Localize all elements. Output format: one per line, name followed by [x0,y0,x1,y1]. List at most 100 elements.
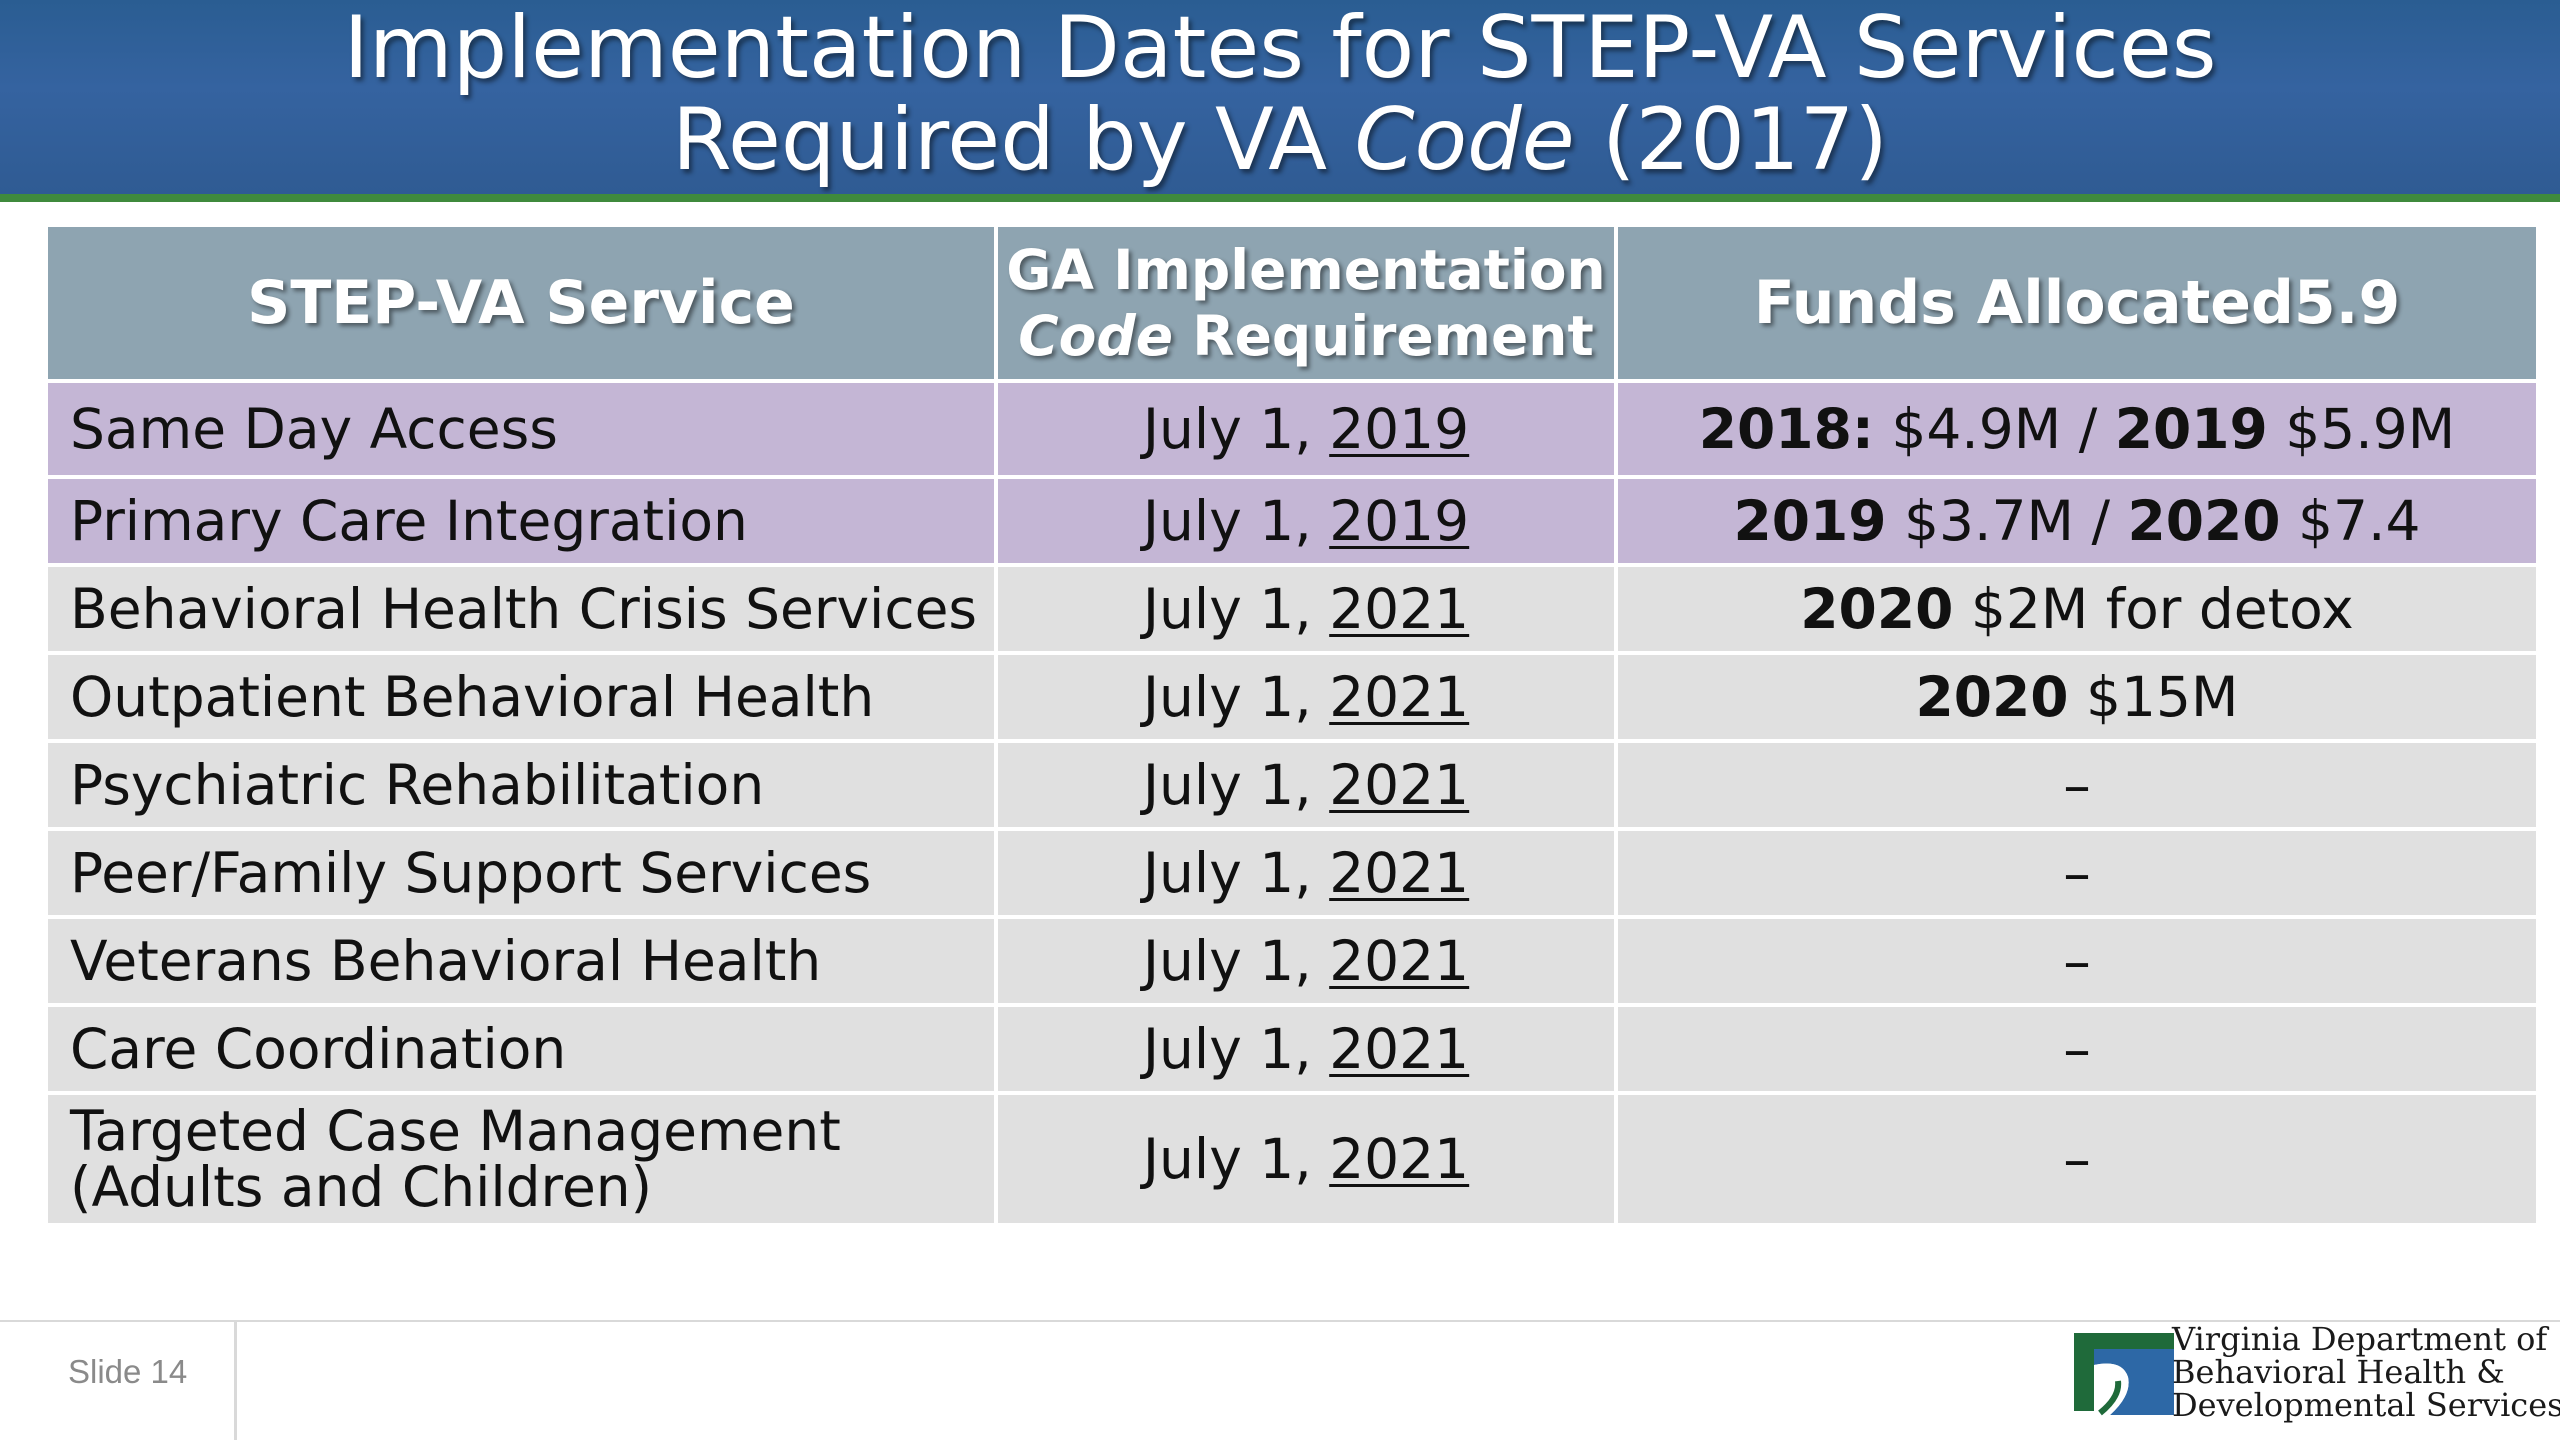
table-row: Behavioral Health Crisis Services July 1,… [44,563,2540,655]
date-prefix: July 1, [1142,1017,1330,1081]
date-year: 2021 [1329,577,1470,641]
service-name: Behavioral Health Crisis Services [70,577,978,641]
date-prefix: July 1, [1142,1127,1330,1191]
date-year: 2021 [1329,665,1470,729]
implementation-date-cell: July 1, 2019 [994,379,1618,479]
service-cell: Outpatient Behavioral Health [44,651,998,743]
table-row: Primary Care Integration July 1, 2019 2019… [44,475,2540,567]
date-year: 2021 [1329,841,1470,905]
implementation-date-cell: July 1, 2021 [994,739,1618,831]
implementation-date-cell: July 1, 2021 [994,827,1618,919]
service-name: Same Day Access [70,397,558,461]
org-line-1: Virginia Department of [2172,1320,2548,1358]
date-year: 2021 [1329,1017,1470,1081]
title-line-2-italic: Code [1354,90,1575,190]
service-cell: Veterans Behavioral Health [44,915,998,1007]
date-year: 2019 [1329,489,1470,553]
funds-segment: 2020 [1800,577,1954,641]
title-banner: Implementation Dates for STEP-VA Service… [0,0,2560,194]
service-name: Targeted Case Management [70,1099,841,1163]
org-line-2: Behavioral Health & [2172,1353,2505,1391]
funds-cell: – [1614,827,2540,919]
funds-segment: – [2063,753,2091,817]
date-prefix: July 1, [1142,577,1330,641]
funds-cell: – [1614,1003,2540,1095]
funds-segment: $4.9M / [1873,397,2115,461]
funds-segment: – [2063,1127,2091,1191]
table-row: Targeted Case Management (Adults and Chil… [44,1091,2540,1227]
date-year: 2021 [1329,753,1470,817]
footer-rule [0,1320,2560,1322]
table-row: Outpatient Behavioral Health July 1, 2021… [44,651,2540,743]
implementation-date-cell: July 1, 2021 [994,915,1618,1007]
funds-segment: $7.4 [2280,489,2421,553]
dbhds-logo-icon [2074,1333,2174,1416]
title-line-1: Implementation Dates for STEP-VA Service… [343,0,2217,98]
funds-segment: 2019 [2114,397,2268,461]
funds-segment: 2018: [1698,397,1874,461]
service-name: Care Coordination [70,1017,567,1081]
header-implementation: GA Implementation Code Requirement [994,223,1618,383]
header-service: STEP-VA Service [44,223,998,383]
funds-segment: – [2063,1017,2091,1081]
funds-segment: 2020 [1915,665,2069,729]
service-name: Outpatient Behavioral Health [70,665,875,729]
funds-segment: $3.7M / [1886,489,2128,553]
service-name: Veterans Behavioral Health [70,929,822,993]
table-row: Same Day Access July 1, 2019 2018: $4.9M /… [44,379,2540,479]
implementation-date-cell: July 1, 2021 [994,1091,1618,1227]
funds-cell: – [1614,1091,2540,1227]
service-cell: Primary Care Integration [44,475,998,567]
header-implementation-line2: Requirement [1173,304,1594,368]
table-row: Peer/Family Support Services July 1, 2021… [44,827,2540,919]
service-name: Psychiatric Rehabilitation [70,753,765,817]
organization-name: Virginia Department of Behavioral Health… [2172,1323,2560,1422]
banner-green-rule [0,194,2560,202]
title-line-2-prefix: Required by VA [672,90,1355,190]
service-name: Primary Care Integration [70,489,748,553]
slide-title: Implementation Dates for STEP-VA Service… [0,2,2560,186]
implementation-date-cell: July 1, 2021 [994,1003,1618,1095]
title-line-2-suffix: (2017) [1574,90,1888,190]
date-prefix: July 1, [1142,841,1330,905]
date-prefix: July 1, [1142,929,1330,993]
header-implementation-line1: GA Implementation [1006,238,1606,302]
funds-segment: – [2063,841,2091,905]
implementation-date-cell: July 1, 2019 [994,475,1618,567]
funds-segment: 2020 [2127,489,2281,553]
date-prefix: July 1, [1142,489,1330,553]
table-body: Same Day Access July 1, 2019 2018: $4.9M /… [44,379,2540,1227]
table-row: Psychiatric Rehabilitation July 1, 2021 – [44,739,2540,831]
funds-cell: 2019 $3.7M / 2020 $7.4 [1614,475,2540,567]
service-cell: Peer/Family Support Services [44,827,998,919]
services-table: STEP-VA Service GA Implementation Code R… [44,223,2540,1227]
funds-cell: 2018: $4.9M / 2019 $5.9M [1614,379,2540,479]
funds-cell: – [1614,739,2540,831]
date-prefix: July 1, [1142,397,1330,461]
funds-cell: 2020 $15M [1614,651,2540,743]
table-header-row: STEP-VA Service GA Implementation Code R… [44,223,2540,383]
header-funds: Funds Allocated5.9 [1614,223,2540,383]
date-prefix: July 1, [1142,753,1330,817]
funds-cell: 2020 $2M for detox [1614,563,2540,655]
title-line-2: Required by VA Code (2017) [0,94,2560,186]
footer-divider [234,1322,237,1440]
date-prefix: July 1, [1142,665,1330,729]
funds-cell: – [1614,915,2540,1007]
service-cell: Targeted Case Management (Adults and Chil… [44,1091,998,1227]
implementation-date-cell: July 1, 2021 [994,563,1618,655]
implementation-date-cell: July 1, 2021 [994,651,1618,743]
service-name: Peer/Family Support Services [70,841,872,905]
service-cell: Same Day Access [44,379,998,479]
service-cell: Psychiatric Rehabilitation [44,739,998,831]
table-row: Veterans Behavioral Health July 1, 2021 – [44,915,2540,1007]
funds-segment: $2M for detox [1953,577,2354,641]
service-cell: Behavioral Health Crisis Services [44,563,998,655]
funds-segment: $5.9M [2267,397,2456,461]
funds-segment: – [2063,929,2091,993]
header-implementation-italic: Code [1018,304,1174,368]
date-year: 2021 [1329,929,1470,993]
funds-segment: 2019 [1733,489,1887,553]
service-name-line2: (Adults and Children) [70,1155,653,1219]
